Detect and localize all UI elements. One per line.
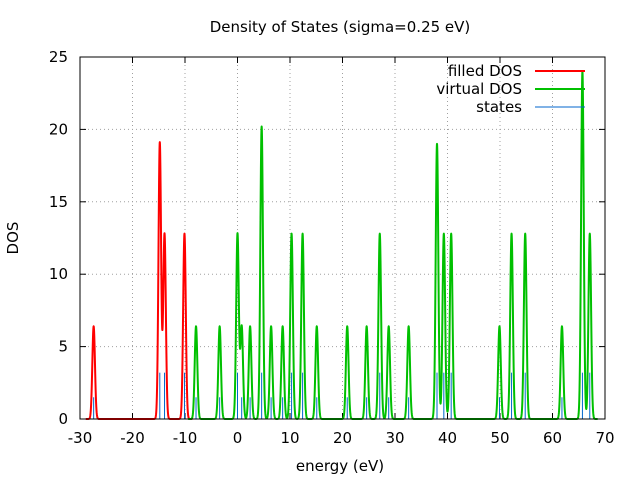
x-tick-label: -20 [120, 429, 145, 447]
x-tick-label: 0 [233, 429, 243, 447]
chart-title: Density of States (sigma=0.25 eV) [210, 18, 471, 36]
plot-frame [79, 56, 606, 420]
legend: filled DOS virtual DOS states [436, 62, 585, 116]
y-tick-label: 0 [58, 410, 68, 428]
legend-label-filled: filled DOS [448, 62, 522, 80]
x-tick-label: 10 [280, 429, 299, 447]
y-tick-label: 10 [49, 265, 68, 283]
y-tick-label: 5 [58, 338, 68, 356]
legend-label-virtual: virtual DOS [436, 80, 522, 98]
x-axis-ticks: -30 -20 -10 0 10 20 30 40 50 60 70 [68, 57, 615, 447]
x-tick-label: -10 [173, 429, 198, 447]
y-axis-label: DOS [4, 222, 22, 255]
legend-label-states: states [476, 98, 522, 116]
x-tick-label: 20 [333, 429, 352, 447]
y-tick-label: 25 [49, 48, 68, 66]
x-tick-label: 50 [490, 429, 509, 447]
x-axis-label: energy (eV) [296, 457, 384, 475]
y-tick-label: 20 [49, 120, 68, 138]
x-tick-label: 30 [385, 429, 404, 447]
y-tick-label: 15 [49, 193, 68, 211]
x-tick-label: 60 [543, 429, 562, 447]
x-tick-label: 40 [438, 429, 457, 447]
x-tick-label: 70 [595, 429, 614, 447]
y-axis-ticks: 0 5 10 15 20 25 [49, 48, 605, 428]
x-tick-label: -30 [68, 429, 93, 447]
